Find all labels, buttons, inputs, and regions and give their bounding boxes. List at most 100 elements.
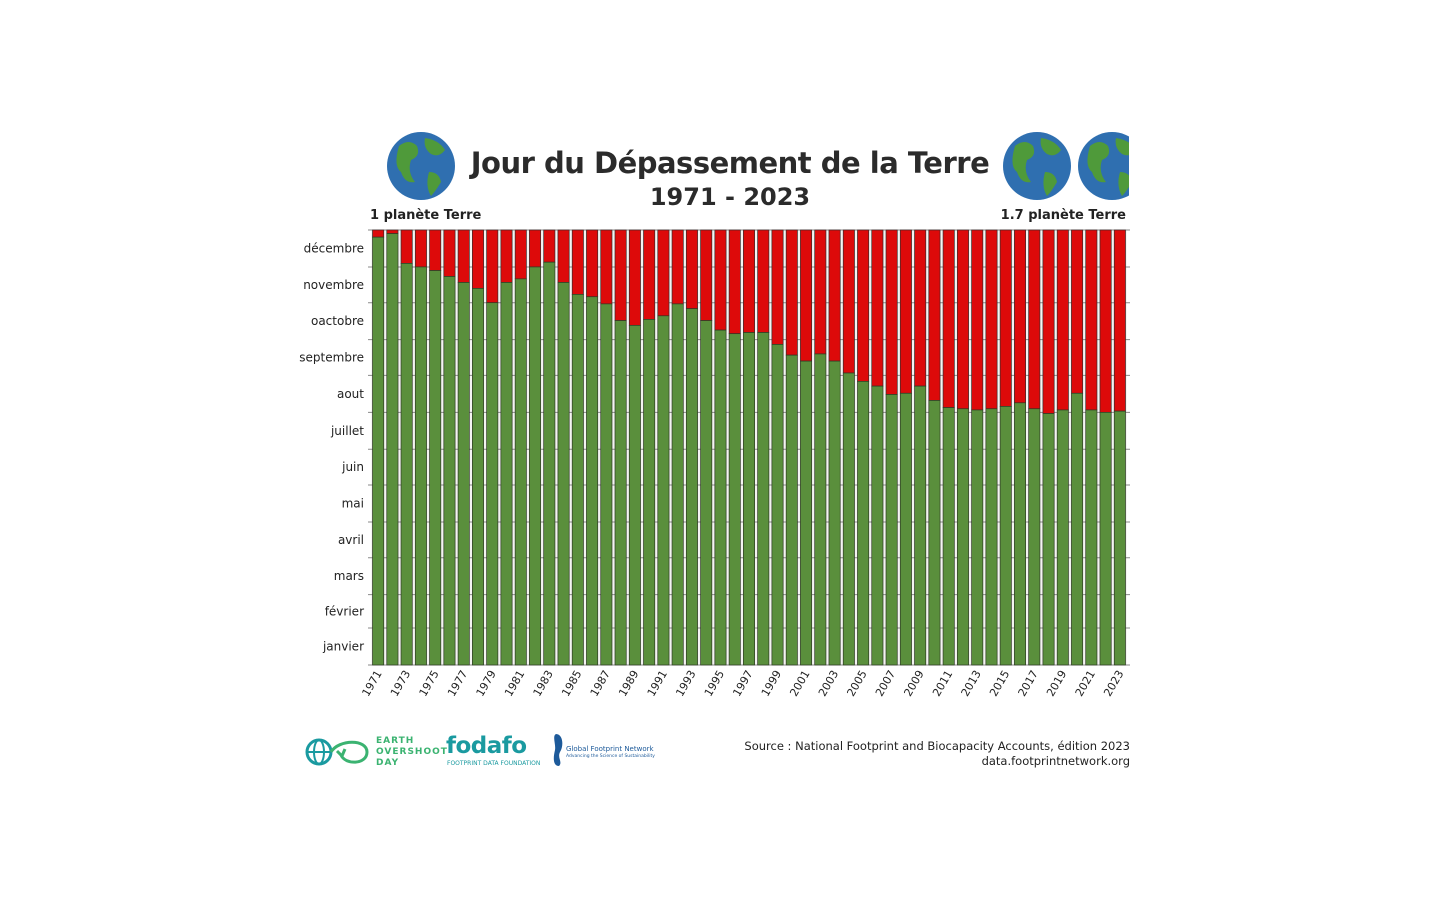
overshoot-bar-2007 xyxy=(885,229,898,395)
globe-land xyxy=(1087,142,1110,183)
overshoot-bar-1991 xyxy=(657,229,670,317)
overshoot-bar-1995 xyxy=(714,229,727,331)
x-tick-label: 1971 xyxy=(359,668,384,699)
biocapacity-bar-2017 xyxy=(1028,408,1041,666)
biocapacity-bar-1971 xyxy=(372,236,385,666)
overshoot-bar-1992 xyxy=(671,229,684,305)
x-tick-label: 2015 xyxy=(987,668,1012,699)
x-tick-label: 1991 xyxy=(645,668,670,699)
overshoot-bar-2021 xyxy=(1085,229,1098,411)
biocapacity-bar-1983 xyxy=(543,261,556,666)
overshoot-bar-1982 xyxy=(529,229,542,268)
x-tick-label: 1989 xyxy=(616,668,641,699)
biocapacity-bar-1984 xyxy=(557,282,570,666)
overshoot-bar-1978 xyxy=(471,229,484,289)
x-tick-label: 1983 xyxy=(531,668,556,699)
biocapacity-bar-1972 xyxy=(386,233,399,666)
overshoot-bar-1981 xyxy=(514,229,527,280)
y-tick-label: mai xyxy=(342,497,364,511)
biocapacity-bar-1991 xyxy=(657,315,670,666)
overshoot-bar-1988 xyxy=(614,229,627,321)
biocapacity-bar-2002 xyxy=(814,353,827,666)
y-tick-label: janvier xyxy=(322,640,364,654)
source-text: Source : National Footprint and Biocapac… xyxy=(744,739,1130,753)
biocapacity-bar-1980 xyxy=(500,282,513,666)
overshoot-bar-2008 xyxy=(899,229,912,394)
y-tick-label: février xyxy=(325,604,364,618)
globe-icon xyxy=(387,132,455,200)
y-tick-label: décembre xyxy=(304,241,364,255)
biocapacity-bar-1998 xyxy=(757,332,770,666)
globe-land xyxy=(424,138,445,156)
x-tick-label: 1995 xyxy=(702,668,727,699)
x-tick-label: 2003 xyxy=(816,668,841,699)
biocapacity-bar-1977 xyxy=(457,282,470,666)
globe-land xyxy=(1118,172,1129,196)
biocapacity-bar-1994 xyxy=(700,320,713,666)
globe-land xyxy=(427,172,441,196)
biocapacity-bar-1986 xyxy=(586,296,599,666)
biocapacity-bar-1990 xyxy=(643,319,656,666)
globe-icon xyxy=(1078,132,1129,200)
biocapacity-bar-1996 xyxy=(728,333,741,666)
x-tick-label: 2017 xyxy=(1016,668,1041,699)
overshoot-bar-2016 xyxy=(1014,229,1027,404)
overshoot-bar-2015 xyxy=(999,229,1012,407)
biocapacity-bar-1995 xyxy=(714,329,727,666)
footprint-icon xyxy=(553,734,563,766)
overshoot-bar-1987 xyxy=(600,229,613,305)
y-tick-label: novembre xyxy=(303,278,364,292)
y-tick-label: septembre xyxy=(299,351,364,365)
eod-word: EARTH xyxy=(376,736,415,746)
biocapacity-bar-2019 xyxy=(1056,409,1069,666)
overshoot-bar-2017 xyxy=(1028,229,1041,410)
biocapacity-bar-2022 xyxy=(1099,411,1112,666)
biocapacity-bar-2010 xyxy=(928,400,941,666)
right-planet-label: 1.7 planète Terre xyxy=(1000,208,1126,223)
y-tick-label: aout xyxy=(337,387,364,401)
overshoot-bar-1993 xyxy=(685,229,698,310)
overshoot-bar-1994 xyxy=(700,229,713,321)
overshoot-bar-1975 xyxy=(429,229,442,271)
biocapacity-bar-2007 xyxy=(885,394,898,666)
overshoot-bar-1998 xyxy=(757,229,770,333)
overshoot-bar-2006 xyxy=(871,229,884,387)
biocapacity-bar-1999 xyxy=(771,344,784,666)
biocapacity-bar-1985 xyxy=(571,294,584,666)
y-tick-label: avril xyxy=(338,533,364,547)
gfn-logo: Global Footprint Network Advancing the S… xyxy=(566,746,655,760)
biocapacity-bar-2023 xyxy=(1113,410,1126,666)
biocapacity-bar-2001 xyxy=(800,360,813,666)
biocapacity-bar-1976 xyxy=(443,276,456,666)
overshoot-bar-2023 xyxy=(1113,229,1126,412)
y-tick-label: mars xyxy=(334,569,364,583)
eod-word: DAY xyxy=(376,758,400,768)
biocapacity-bar-2008 xyxy=(899,392,912,666)
overshoot-bar-1999 xyxy=(771,229,784,345)
source-note: Source : National Footprint and Biocapac… xyxy=(744,739,1130,769)
globe-land xyxy=(1115,138,1129,156)
overshoot-bar-1990 xyxy=(643,229,656,320)
biocapacity-bar-1987 xyxy=(600,303,613,666)
overshoot-bar-1971 xyxy=(372,229,385,238)
biocapacity-bar-1997 xyxy=(743,332,755,666)
x-tick-label: 1987 xyxy=(588,668,613,699)
overshoot-bar-1983 xyxy=(543,229,556,263)
x-tick-label: 1975 xyxy=(417,668,442,699)
x-tick-label: 1973 xyxy=(388,668,413,699)
overshoot-bar-2010 xyxy=(928,229,941,401)
overshoot-bar-2018 xyxy=(1042,229,1055,414)
biocapacity-bar-1978 xyxy=(471,288,484,666)
x-tick-label: 1993 xyxy=(673,668,698,699)
x-tick-label: 1979 xyxy=(474,668,499,699)
gfn-tagline: Advancing the Science of Sustainability xyxy=(566,754,655,759)
overshoot-bar-1986 xyxy=(586,229,599,298)
biocapacity-bar-2003 xyxy=(828,360,841,666)
x-tick-label: 2007 xyxy=(873,668,898,699)
biocapacity-bar-1988 xyxy=(614,320,627,666)
fodafo-subtitle: FOOTPRINT DATA FOUNDATION xyxy=(447,760,541,767)
source-url[interactable]: data.footprintnetwork.org xyxy=(981,754,1130,768)
biocapacity-bar-2021 xyxy=(1085,409,1098,666)
x-tick-label: 2021 xyxy=(1073,668,1098,699)
overshoot-bar-2012 xyxy=(956,229,969,410)
